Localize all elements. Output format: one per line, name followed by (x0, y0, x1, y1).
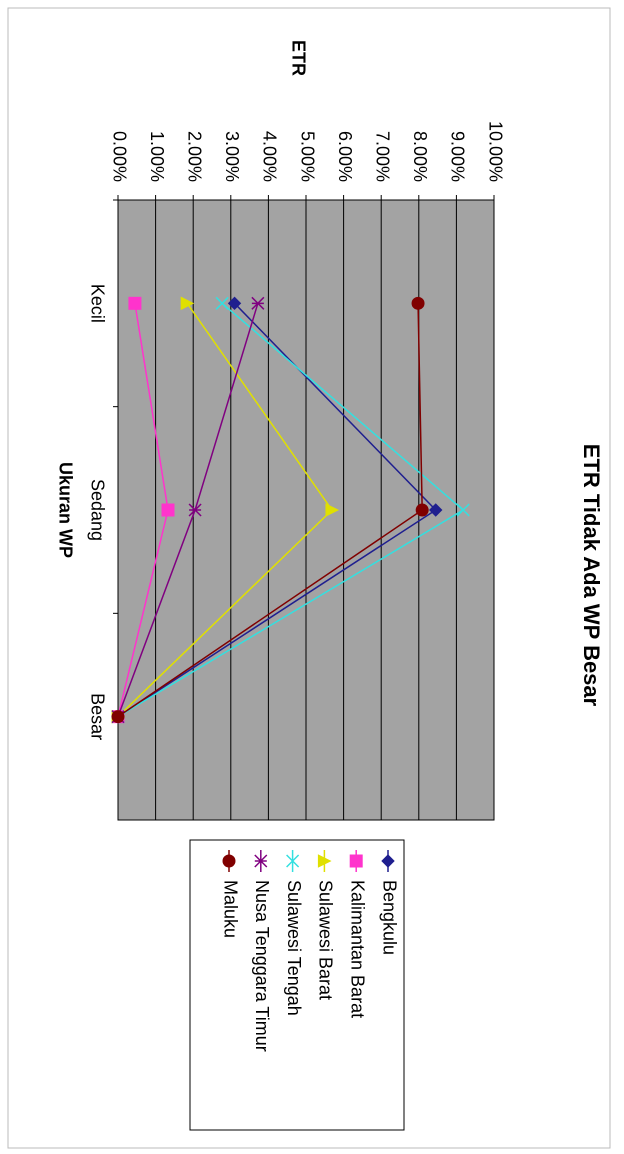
y-tick-label: 2.00% (184, 131, 204, 182)
legend-label: Kalimantan Barat (347, 880, 367, 1018)
chart-title: ETR Tidak Ada WP Besar (579, 444, 604, 707)
legend-label: Nusa Tenggara Timur (252, 880, 272, 1052)
y-tick-label: 4.00% (260, 131, 280, 182)
legend-label: Sulawesi Tengah (284, 880, 304, 1016)
y-tick-label: 6.00% (335, 131, 355, 182)
x-axis-title: Ukuran WP (55, 462, 75, 558)
marker (112, 711, 124, 723)
legend-marker (223, 855, 235, 867)
x-tick-label: Kecil (87, 284, 107, 323)
y-tick-label: 10.00% (485, 121, 505, 182)
marker (412, 297, 424, 309)
legend-label: Sulawesi Barat (316, 880, 336, 1000)
y-tick-label: 1.00% (147, 131, 167, 182)
y-tick-label: 9.00% (448, 131, 468, 182)
marker (416, 504, 428, 516)
x-tick-label: Besar (87, 693, 107, 740)
legend-marker (350, 855, 362, 867)
y-tick-label: 7.00% (372, 131, 392, 182)
marker (162, 504, 174, 516)
legend-label: Maluku (220, 880, 240, 938)
x-tick-label: Sedang (87, 479, 107, 541)
y-tick-label: 0.00% (109, 131, 129, 182)
y-tick-label: 8.00% (410, 131, 430, 182)
marker (129, 297, 141, 309)
y-axis-title: ETR (288, 40, 308, 76)
y-tick-label: 3.00% (222, 131, 242, 182)
y-tick-label: 5.00% (297, 131, 317, 182)
page: ETR Tidak Ada WP Besar ETR Ukuran WP 0.0… (0, 0, 624, 1154)
legend-label: Bengkulu (379, 880, 399, 955)
